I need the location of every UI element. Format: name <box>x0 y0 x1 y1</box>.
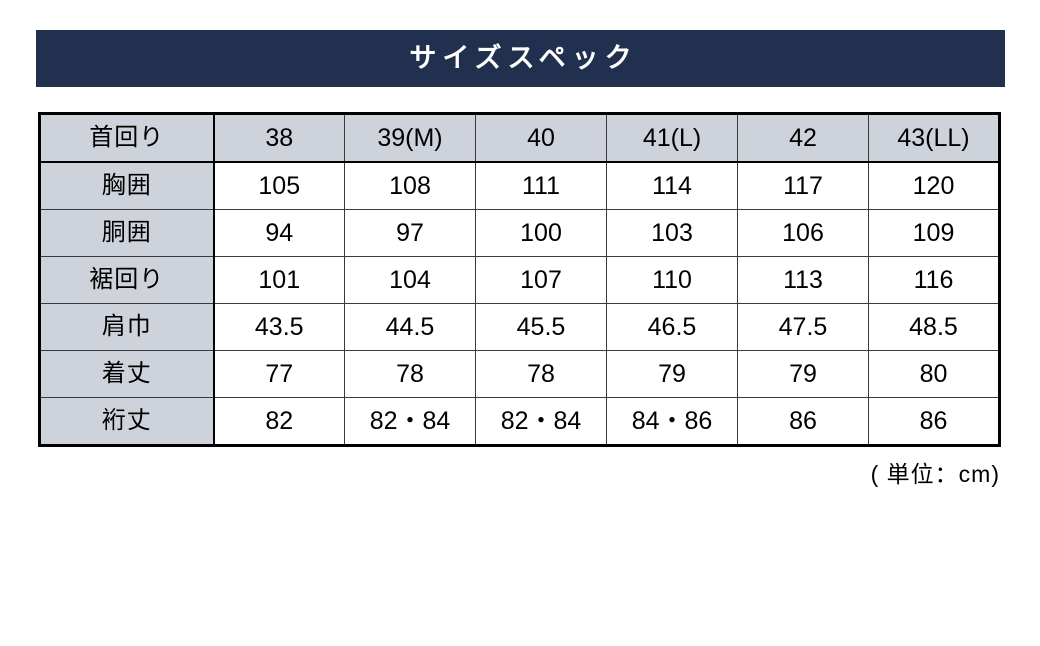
table-row: 胸囲 105 108 111 114 117 120 <box>39 161 1000 210</box>
cell-body-length-1: 77 <box>213 350 345 398</box>
cell-shoulder-1: 43.5 <box>213 303 345 351</box>
row-label-chest: 胸囲 <box>39 161 215 210</box>
cell-shoulder-5: 47.5 <box>737 303 869 351</box>
cell-body-length-2: 78 <box>344 350 476 398</box>
cell-hem-6: 116 <box>868 256 1000 304</box>
title-banner: サイズスペック <box>36 30 1005 87</box>
cell-body-length-4: 79 <box>606 350 738 398</box>
row-label-hem: 裾回り <box>39 256 215 304</box>
page-title: サイズスペック <box>409 43 638 73</box>
size-spec-table-container: 首回り 38 39(M) 40 41(L) 42 43(LL) 胸囲 105 1… <box>38 112 1001 447</box>
size-spec-table: 首回り 38 39(M) 40 41(L) 42 43(LL) 胸囲 105 1… <box>38 112 1001 447</box>
table-row: 着丈 77 78 78 79 79 80 <box>39 350 1000 398</box>
cell-shoulder-4: 46.5 <box>606 303 738 351</box>
header-size-6: 43(LL) <box>868 113 1000 163</box>
table-row: 裾回り 101 104 107 110 113 116 <box>39 256 1000 304</box>
cell-sleeve-length-3: 82・84 <box>475 397 607 446</box>
cell-sleeve-length-5: 86 <box>737 397 869 446</box>
header-size-2: 39(M) <box>344 113 476 163</box>
cell-shoulder-6: 48.5 <box>868 303 1000 351</box>
unit-note: ( 単位：cm) <box>870 461 1000 487</box>
cell-waist-1: 94 <box>213 209 345 257</box>
cell-waist-2: 97 <box>344 209 476 257</box>
cell-body-length-5: 79 <box>737 350 869 398</box>
table-header-row: 首回り 38 39(M) 40 41(L) 42 43(LL) <box>39 113 1000 163</box>
cell-hem-4: 110 <box>606 256 738 304</box>
row-label-waist: 胴囲 <box>39 209 215 257</box>
cell-shoulder-2: 44.5 <box>344 303 476 351</box>
header-size-3: 40 <box>475 113 607 163</box>
cell-body-length-3: 78 <box>475 350 607 398</box>
cell-shoulder-3: 45.5 <box>475 303 607 351</box>
cell-chest-1: 105 <box>213 161 345 210</box>
table-row: 裄丈 82 82・84 82・84 84・86 86 86 <box>39 397 1000 446</box>
header-label-neck: 首回り <box>39 113 215 163</box>
table-row: 胴囲 94 97 100 103 106 109 <box>39 209 1000 257</box>
header-size-4: 41(L) <box>606 113 738 163</box>
cell-waist-3: 100 <box>475 209 607 257</box>
cell-waist-4: 103 <box>606 209 738 257</box>
cell-hem-5: 113 <box>737 256 869 304</box>
cell-sleeve-length-1: 82 <box>213 397 345 446</box>
cell-hem-2: 104 <box>344 256 476 304</box>
cell-body-length-6: 80 <box>868 350 1000 398</box>
cell-chest-2: 108 <box>344 161 476 210</box>
cell-hem-1: 101 <box>213 256 345 304</box>
cell-chest-5: 117 <box>737 161 869 210</box>
cell-chest-6: 120 <box>868 161 1000 210</box>
header-size-1: 38 <box>213 113 345 163</box>
cell-chest-4: 114 <box>606 161 738 210</box>
cell-chest-3: 111 <box>475 161 607 210</box>
cell-hem-3: 107 <box>475 256 607 304</box>
header-size-5: 42 <box>737 113 869 163</box>
row-label-shoulder: 肩巾 <box>39 303 215 351</box>
row-label-sleeve-length: 裄丈 <box>39 397 215 446</box>
cell-waist-5: 106 <box>737 209 869 257</box>
cell-sleeve-length-2: 82・84 <box>344 397 476 446</box>
cell-sleeve-length-4: 84・86 <box>606 397 738 446</box>
cell-waist-6: 109 <box>868 209 1000 257</box>
table-row: 肩巾 43.5 44.5 45.5 46.5 47.5 48.5 <box>39 303 1000 351</box>
cell-sleeve-length-6: 86 <box>868 397 1000 446</box>
row-label-body-length: 着丈 <box>39 350 215 398</box>
